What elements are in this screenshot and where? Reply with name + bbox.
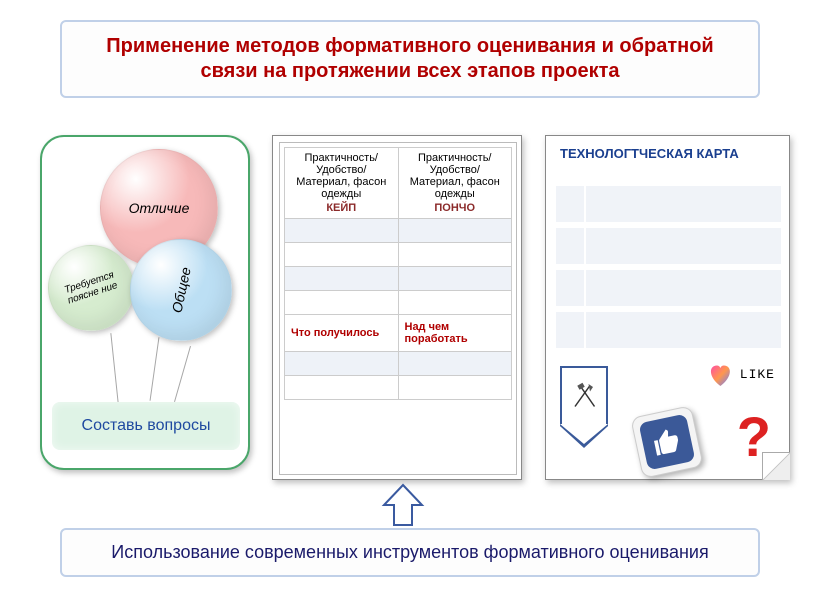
tech-card-row: [556, 228, 781, 264]
tech-card-row: [556, 186, 781, 222]
balloon-string: [150, 337, 160, 401]
tech-card-grid: [556, 186, 781, 354]
comparison-body: Что получилосьНад чем поработать: [285, 219, 512, 400]
up-arrow-icon: [380, 483, 426, 529]
col1-brand: КЕЙП: [289, 202, 394, 214]
col2-header-text: Практичность/ Удобство/ Материал, фасон …: [410, 152, 500, 200]
like-label: LIKE: [740, 367, 775, 382]
fb-like-badge: [630, 405, 704, 479]
title-box: Применение методов формативного оцениван…: [60, 20, 760, 98]
page-fold-icon: [762, 452, 790, 480]
col2-header: Практичность/ Удобство/ Материал, фасон …: [398, 148, 512, 219]
compose-label: Составь вопросы: [82, 417, 211, 435]
compose-questions-box: Составь вопросы: [52, 402, 240, 450]
balloon-blue-label: Общее: [167, 260, 195, 320]
tools-icon: [569, 381, 599, 411]
tech-card-title: ТЕХНОЛОГТЧЕСКАЯ КАРТА: [560, 146, 739, 161]
balloons-panel: Отличие Требуется поясне ние Общее Соста…: [40, 135, 250, 470]
pennant-tools: [560, 366, 608, 426]
like-heart-chip: LIKE: [705, 356, 775, 392]
tech-card-row: [556, 312, 781, 348]
balloon-string: [110, 333, 118, 403]
section1-label: Что получилось: [285, 315, 399, 352]
thumbs-up-icon: [649, 424, 685, 460]
heart-icon: [705, 356, 736, 392]
table-row: [285, 243, 512, 267]
table-row: [285, 291, 512, 315]
table-row: [285, 352, 512, 376]
balloon-green-label: Требуется поясне ние: [48, 265, 135, 312]
table-row: [285, 267, 512, 291]
tech-card-row: [556, 270, 781, 306]
col1-header: Практичность/ Удобство/ Материал, фасон …: [285, 148, 399, 219]
comparison-inner: Практичность/ Удобство/ Материал, фасон …: [279, 142, 517, 475]
table-row: [285, 219, 512, 243]
bottom-caption: Использование современных инструментов ф…: [111, 542, 708, 562]
col1-header-text: Практичность/ Удобство/ Материал, фасон …: [296, 152, 386, 200]
bottom-caption-box: Использование современных инструментов ф…: [60, 528, 760, 577]
balloon-green: Требуется поясне ние: [48, 245, 134, 331]
col2-brand: ПОНЧО: [403, 202, 508, 214]
page-title: Применение методов формативного оцениван…: [82, 34, 738, 84]
balloon-pink-label: Отличие: [123, 200, 196, 216]
comparison-table: Практичность/ Удобство/ Материал, фасон …: [284, 147, 512, 400]
balloon-blue: Общее: [130, 239, 232, 341]
balloon-string: [174, 346, 191, 402]
section2-label: Над чем поработать: [398, 315, 512, 352]
tech-card-panel: ТЕХНОЛОГТЧЕСКАЯ КАРТА LIKE: [545, 135, 790, 480]
comparison-table-panel: Практичность/ Удобство/ Материал, фасон …: [272, 135, 522, 480]
section-row: Что получилосьНад чем поработать: [285, 315, 512, 352]
table-row: [285, 376, 512, 400]
